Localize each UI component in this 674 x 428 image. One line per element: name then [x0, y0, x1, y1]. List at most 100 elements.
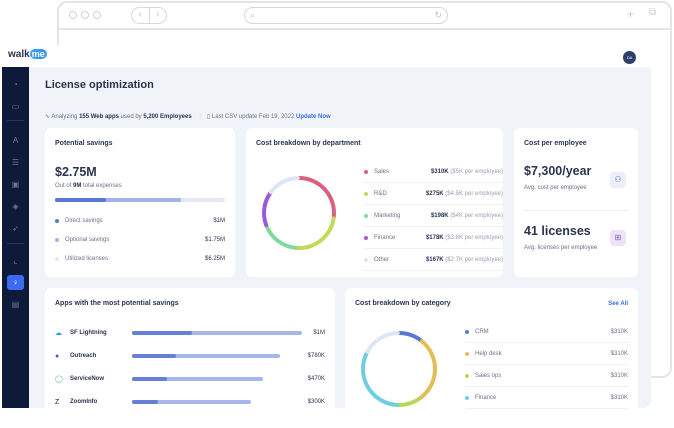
apps-savings-card: Apps with the most potential savings ☁ SF…	[45, 288, 335, 428]
reload-icon[interactable]: ↻	[434, 10, 442, 20]
department-label: Marketing	[374, 212, 401, 219]
department-breakdown-card: Cost breakdown by department Sales $310K …	[246, 128, 503, 277]
users-dollar-icon: ⚇	[610, 172, 626, 188]
analysis-info: ∿ Analyzing 155 Web apps used by 5,200 E…	[45, 114, 331, 120]
cost-subtitle: Avg. cost per employee	[524, 185, 587, 191]
folder-icon[interactable]: ▭	[11, 102, 20, 111]
department-label: Finance	[374, 234, 396, 241]
address-bar[interactable]: ⌕ ↻	[244, 7, 448, 24]
page-title: License optimization	[45, 79, 154, 91]
category-row: Finance $310K	[465, 387, 628, 409]
app-name: SF Lightning	[70, 330, 107, 336]
translate-icon[interactable]: A	[12, 136, 19, 145]
tabs-icon[interactable]: ⧉	[649, 7, 657, 18]
category-donut-segment	[365, 331, 400, 354]
category-row: Help desk $310K	[465, 343, 628, 365]
category-label: CRM	[475, 328, 489, 335]
zoominfo-icon: Z	[55, 398, 60, 406]
app-savings-bar	[132, 400, 251, 404]
app-savings-bar	[132, 331, 302, 335]
browser-toolbar: ‹ › ⌕ ↻ + ⧉	[59, 3, 670, 30]
sidebar-divider	[7, 243, 24, 244]
department-donut-segment	[264, 224, 297, 250]
report-icon[interactable]: ▤	[11, 300, 20, 309]
update-now-link[interactable]: Update Now	[295, 114, 331, 120]
app-window: walk me DA ◔ ▭ A ☰ ▣ ◈ ➶ ⌞ ♀ ▤ License optimizatio…	[0, 45, 651, 428]
sidebar: ◔ ▭ A ☰ ▣ ◈ ➶ ⌞ ♀ ▤	[2, 67, 29, 408]
savings-label: Direct savings	[65, 218, 103, 224]
department-row: R&D $275K ($4.5K per employee)	[364, 183, 503, 205]
category-value: $310K	[610, 372, 628, 379]
category-donut-segment	[395, 397, 421, 407]
lightbulb-icon[interactable]: ♀	[7, 275, 24, 290]
app-savings-fill	[132, 354, 177, 358]
savings-subtitle: Out of 9M total expenses	[55, 183, 122, 189]
dashboard-icon[interactable]: ◔	[13, 80, 18, 89]
licenses-value: 41 licenses	[524, 224, 591, 238]
app-row[interactable]: Z ZoomInfo $300K	[55, 395, 325, 409]
cost-value: $7,300/year	[524, 164, 592, 178]
category-label: Finance	[475, 394, 497, 401]
legend-dot	[55, 219, 59, 223]
app-savings-bar	[132, 354, 280, 358]
cloud-icon: ☁	[55, 330, 62, 337]
savings-amount: $1.75M	[204, 237, 225, 243]
search-icon: ⌕	[250, 10, 256, 20]
card-title: Cost breakdown by department	[256, 140, 361, 147]
category-value: $310K	[610, 350, 628, 357]
app-savings-value: $780K	[307, 353, 325, 359]
chart-icon[interactable]: ⌞	[13, 256, 18, 265]
legend-dot	[55, 257, 59, 261]
savings-value: $2.75M	[55, 165, 97, 179]
legend-dot	[465, 373, 469, 378]
category-donut-chart	[361, 331, 437, 407]
app-savings-value: $470K	[307, 376, 325, 382]
app-row[interactable]: ◯ ServiceNow $470K	[55, 372, 325, 386]
card-title: Apps with the most potential savings	[55, 300, 179, 307]
sidebar-divider	[7, 120, 24, 121]
nav-buttons: ‹ ›	[131, 7, 167, 24]
file-icon: ▯	[206, 114, 212, 120]
category-row: CRM $310K	[465, 321, 628, 343]
graduation-cap-icon[interactable]: ◈	[12, 202, 19, 211]
avatar[interactable]: DA	[623, 51, 636, 64]
window-dot[interactable]	[93, 11, 101, 19]
forward-button[interactable]: ›	[156, 9, 160, 20]
legend-dot	[465, 395, 469, 400]
see-all-link[interactable]: See All	[608, 301, 628, 307]
category-value: $310K	[610, 394, 628, 401]
savings-amount: $1M	[213, 218, 225, 224]
category-donut-segment	[361, 350, 399, 407]
card-title: Potential savings	[55, 140, 113, 147]
department-row: Marketing $198K ($4K per employee)	[364, 205, 503, 227]
optional-savings-fill	[55, 198, 181, 202]
app-row[interactable]: ● Outreach $780K	[55, 349, 325, 363]
cost-per-employee-card: Cost per employee $7,300/year Avg. cost …	[514, 128, 638, 277]
department-row: Sales $310K ($5K per employee)	[364, 161, 503, 183]
potential-savings-card: Potential savings $2.75M Out of 9M total…	[45, 128, 235, 277]
servicenow-icon: ◯	[55, 376, 63, 383]
window-dot[interactable]	[69, 11, 77, 19]
list-icon[interactable]: ☰	[11, 158, 20, 167]
window-dot[interactable]	[81, 11, 89, 19]
legend-dot	[364, 191, 368, 196]
department-donut-segment	[268, 176, 300, 195]
department-donut-segment	[262, 191, 273, 228]
app-savings-fill	[132, 400, 159, 404]
category-label: Help desk	[475, 350, 502, 357]
new-tab-icon[interactable]: +	[627, 7, 635, 21]
licenses-subtitle: Avg. licenses per employee	[524, 245, 598, 251]
rocket-icon[interactable]: ➶	[12, 224, 19, 233]
main-content: License optimization ∿ Analyzing 155 Web…	[29, 67, 651, 428]
app-savings-fill	[132, 377, 168, 381]
legend-dot	[364, 169, 368, 174]
grid-icon: ⊞	[610, 230, 626, 246]
card-title: Cost breakdown by category	[355, 300, 451, 307]
category-row: Sales ops $310K	[465, 365, 628, 387]
legend-dot	[364, 213, 368, 218]
back-button[interactable]: ‹	[132, 8, 150, 23]
app-row[interactable]: ☁ SF Lightning $1M	[55, 326, 325, 340]
image-share-icon[interactable]: ▣	[11, 180, 20, 189]
app-savings-fill	[132, 331, 192, 335]
direct-savings-fill	[55, 198, 106, 202]
